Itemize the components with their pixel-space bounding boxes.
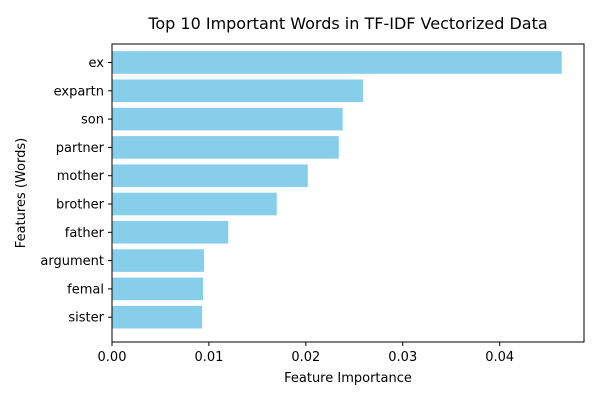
y-axis-label: Features (Words) xyxy=(14,138,29,248)
y-tick-label: partner xyxy=(56,141,105,156)
x-axis-label: Feature Importance xyxy=(284,371,412,386)
bar-brother xyxy=(112,192,277,216)
bar-sister xyxy=(112,305,203,329)
y-tick-label: ex xyxy=(89,56,105,71)
bar-mother xyxy=(112,164,308,187)
bar-ex xyxy=(112,51,562,74)
y-tick-label: femal xyxy=(67,282,104,297)
y-tick-label: argument xyxy=(40,254,104,269)
y-tick-label: son xyxy=(81,113,104,128)
x-tick-label: 0.01 xyxy=(194,350,223,365)
y-axis: ex expartn son partner mother brother father ar… xyxy=(40,56,112,326)
bar-partner xyxy=(112,136,339,159)
plot-frame xyxy=(111,43,585,343)
y-tick-label: father xyxy=(65,226,105,241)
x-tick-label: 0.03 xyxy=(388,350,417,365)
bar-father xyxy=(112,221,229,244)
x-tick-label: 0.02 xyxy=(291,350,320,365)
y-tick-label: mother xyxy=(57,169,105,184)
y-tick-label: brother xyxy=(56,198,105,213)
x-tick-label: 0.04 xyxy=(485,350,514,365)
bar-son xyxy=(112,107,343,131)
bar-femal xyxy=(112,277,204,301)
y-tick-label: expartn xyxy=(54,84,104,99)
chart-title: Top 10 Important Words in TF-IDF Vectori… xyxy=(147,14,547,33)
bars-layer xyxy=(112,51,562,329)
x-axis: 0.00 0.01 0.02 0.03 0.04 xyxy=(98,342,514,365)
y-tick-label: sister xyxy=(68,311,104,326)
bar-argument xyxy=(112,249,205,272)
x-tick-label: 0.00 xyxy=(98,350,127,365)
bar-expartn xyxy=(112,79,364,103)
